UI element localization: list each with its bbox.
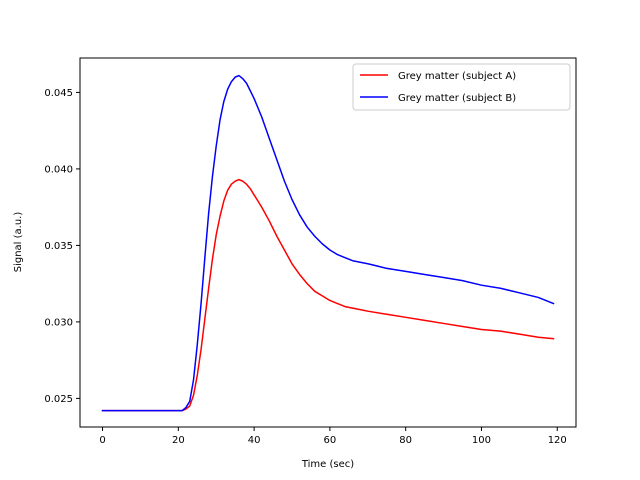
y-tick-label: 0.030	[44, 317, 73, 328]
y-axis-ticks: 0.025 0.030 0.035 0.040 0.045	[44, 88, 80, 405]
y-tick-label: 0.045	[44, 88, 73, 99]
x-tick-label: 100	[472, 435, 491, 446]
series-line-grey-matter-subject-b	[101, 74, 555, 412]
x-axis-ticks: 0 20 40 60 80 100 120	[99, 427, 567, 446]
x-tick-label: 40	[248, 435, 261, 446]
x-tick-label: 80	[399, 435, 412, 446]
plot-area	[80, 58, 576, 427]
y-tick-label: 0.035	[44, 241, 73, 252]
x-tick-label: 0	[99, 435, 105, 446]
series-layer	[101, 74, 555, 412]
y-axis-label: Signal (a.u.)	[13, 212, 24, 273]
x-tick-label: 120	[548, 435, 567, 446]
y-tick-label: 0.040	[44, 164, 73, 175]
legend: Grey matter (subject A) Grey matter (sub…	[352, 63, 571, 111]
x-tick-label: 20	[172, 435, 185, 446]
y-tick-label: 0.025	[44, 394, 73, 405]
legend-label-subject-b: Grey matter (subject B)	[398, 93, 516, 104]
series-line-grey-matter-subject-a	[101, 178, 555, 412]
plot-frame	[79, 57, 577, 428]
x-axis-label: Time (sec)	[301, 459, 354, 470]
legend-label-subject-a: Grey matter (subject A)	[398, 71, 516, 82]
x-tick-label: 60	[324, 435, 337, 446]
legend-frame	[352, 63, 571, 111]
